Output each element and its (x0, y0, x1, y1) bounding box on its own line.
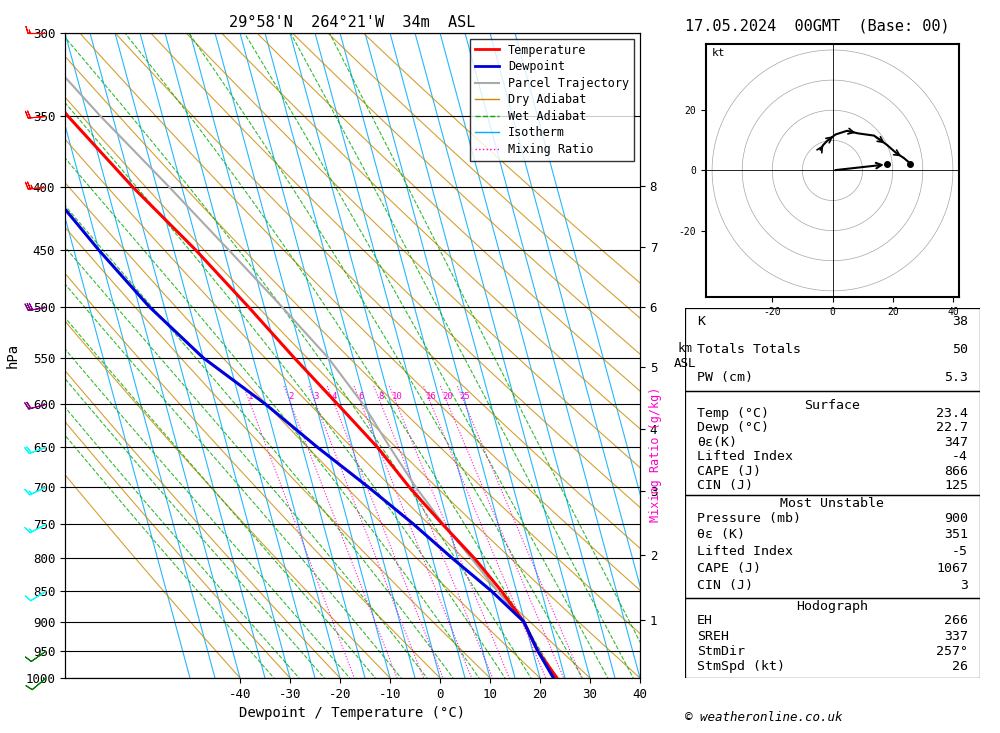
Text: 351: 351 (944, 528, 968, 542)
Text: 3: 3 (960, 579, 968, 592)
Text: 38: 38 (952, 315, 968, 328)
Text: 16: 16 (426, 392, 437, 401)
Text: Temp (°C): Temp (°C) (697, 407, 769, 420)
Text: kt: kt (712, 48, 726, 58)
Y-axis label: km
ASL: km ASL (674, 342, 696, 369)
Text: 3: 3 (313, 392, 319, 401)
Text: 17.05.2024  00GMT  (Base: 00): 17.05.2024 00GMT (Base: 00) (685, 18, 950, 33)
Text: 900: 900 (944, 512, 968, 525)
Text: CIN (J): CIN (J) (697, 479, 753, 493)
Text: Totals Totals: Totals Totals (697, 343, 801, 356)
Text: 25: 25 (460, 392, 470, 401)
Text: 125: 125 (944, 479, 968, 493)
Text: Hodograph: Hodograph (796, 600, 868, 614)
Text: Pressure (mb): Pressure (mb) (697, 512, 801, 525)
Title: 29°58'N  264°21'W  34m  ASL: 29°58'N 264°21'W 34m ASL (229, 15, 476, 31)
Text: 23.4: 23.4 (936, 407, 968, 420)
Text: 266: 266 (944, 614, 968, 627)
Text: SREH: SREH (697, 630, 729, 643)
Text: © weatheronline.co.uk: © weatheronline.co.uk (685, 711, 842, 724)
Text: StmSpd (kt): StmSpd (kt) (697, 660, 785, 673)
Text: Mixing Ratio (g/kg): Mixing Ratio (g/kg) (648, 387, 662, 522)
Text: Lifted Index: Lifted Index (697, 450, 793, 463)
Text: θε (K): θε (K) (697, 528, 745, 542)
Y-axis label: hPa: hPa (6, 343, 20, 368)
Text: Most Unstable: Most Unstable (780, 497, 885, 509)
Text: K: K (697, 315, 705, 328)
Text: Lifted Index: Lifted Index (697, 545, 793, 558)
X-axis label: Dewpoint / Temperature (°C): Dewpoint / Temperature (°C) (239, 707, 466, 721)
Text: Surface: Surface (804, 399, 860, 411)
Text: Dewp (°C): Dewp (°C) (697, 421, 769, 434)
Text: 50: 50 (952, 343, 968, 356)
Text: 22.7: 22.7 (936, 421, 968, 434)
Text: -4: -4 (952, 450, 968, 463)
Text: 20: 20 (443, 392, 453, 401)
Text: θε(K): θε(K) (697, 435, 737, 449)
Text: 257°: 257° (936, 645, 968, 658)
Text: 1: 1 (248, 392, 253, 401)
Text: 337: 337 (944, 630, 968, 643)
Text: 8: 8 (378, 392, 384, 401)
Text: 26: 26 (952, 660, 968, 673)
Text: EH: EH (697, 614, 713, 627)
Text: CIN (J): CIN (J) (697, 579, 753, 592)
Text: 4: 4 (332, 392, 337, 401)
Text: 6: 6 (359, 392, 364, 401)
Text: 347: 347 (944, 435, 968, 449)
Text: -5: -5 (952, 545, 968, 558)
Legend: Temperature, Dewpoint, Parcel Trajectory, Dry Adiabat, Wet Adiabat, Isotherm, Mi: Temperature, Dewpoint, Parcel Trajectory… (470, 39, 634, 161)
Text: 2: 2 (288, 392, 294, 401)
Text: PW (cm): PW (cm) (697, 371, 753, 384)
Text: CAPE (J): CAPE (J) (697, 562, 761, 575)
Text: CAPE (J): CAPE (J) (697, 465, 761, 478)
Text: 1067: 1067 (936, 562, 968, 575)
Text: 10: 10 (391, 392, 402, 401)
Text: 5.3: 5.3 (944, 371, 968, 384)
Text: StmDir: StmDir (697, 645, 745, 658)
Text: 866: 866 (944, 465, 968, 478)
